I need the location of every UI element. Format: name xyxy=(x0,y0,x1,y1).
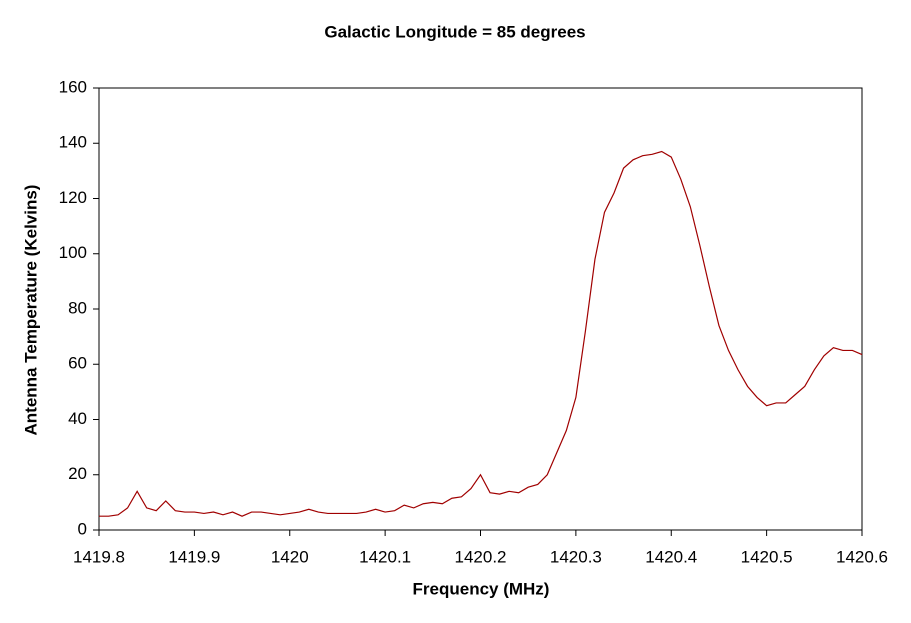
x-tick-label: 1419.8 xyxy=(73,547,125,566)
x-tick-label: 1420.2 xyxy=(455,547,507,566)
x-tick-label: 1420.4 xyxy=(645,547,697,566)
y-tick-label: 20 xyxy=(68,464,87,483)
y-tick-label: 40 xyxy=(68,409,87,428)
y-tick-label: 0 xyxy=(78,519,87,538)
data-line xyxy=(99,150,863,517)
y-tick-label: 120 xyxy=(59,188,87,207)
y-tick-label: 140 xyxy=(59,133,87,152)
chart-title: Galactic Longitude = 85 degrees xyxy=(324,22,585,41)
x-tick-label: 1420.1 xyxy=(359,547,411,566)
x-tick-label: 1420.6 xyxy=(836,547,888,566)
x-tick-label: 1420 xyxy=(271,547,309,566)
x-tick-label: 1420.5 xyxy=(741,547,793,566)
y-tick-label: 60 xyxy=(68,354,87,373)
y-axis-label: Antenna Temperature (Kelvins) xyxy=(21,185,40,436)
y-tick-label: 100 xyxy=(59,243,87,262)
y-tick-label: 160 xyxy=(59,77,87,96)
x-tick-label: 1420.3 xyxy=(550,547,602,566)
x-tick-label: 1419.9 xyxy=(168,547,220,566)
x-axis-label: Frequency (MHz) xyxy=(413,579,550,598)
y-tick-label: 80 xyxy=(68,298,87,317)
